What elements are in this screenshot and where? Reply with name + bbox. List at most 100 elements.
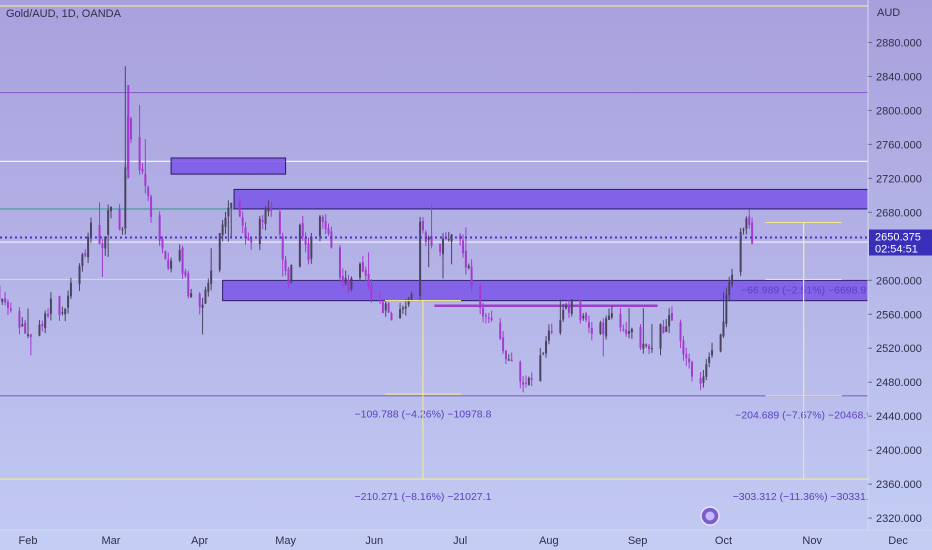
candle-body [650, 348, 653, 350]
candle-body [64, 309, 67, 315]
candle-body [622, 329, 625, 331]
candle-body [264, 209, 267, 224]
price-axis-bg [868, 0, 932, 530]
candle-body [304, 237, 307, 245]
candle-body [67, 295, 70, 308]
candle-body [278, 211, 281, 235]
candle-body [350, 278, 353, 290]
candle-body [359, 263, 361, 278]
candle-body [384, 303, 387, 311]
candle-body [1, 298, 4, 302]
candle-body [502, 337, 505, 351]
measure-label: −303.312 (−11.36%) −30331.2 [733, 491, 875, 503]
candle-body [539, 355, 542, 382]
y-tick-label: 2880.000 [876, 37, 922, 49]
y-tick-label: 2840.000 [876, 71, 922, 83]
candle-body [559, 320, 562, 333]
candle-body [708, 357, 711, 364]
candle-body [69, 282, 72, 297]
candle-body [347, 279, 350, 292]
candle-body [29, 334, 32, 337]
candle-body [21, 324, 24, 327]
candle-body [364, 269, 367, 276]
candle-body [144, 173, 147, 186]
candle-body [287, 269, 290, 285]
candle-body [462, 240, 465, 254]
candle-body [161, 238, 164, 249]
candle-body [344, 278, 347, 284]
candle-body [204, 289, 207, 304]
candle-body [98, 225, 101, 244]
candle-body [668, 314, 671, 327]
candle-body [284, 259, 287, 271]
candle-body [301, 223, 304, 237]
candle-body [24, 322, 27, 334]
candle-body [124, 167, 127, 229]
candle-body [244, 227, 247, 238]
candle-body [510, 359, 513, 362]
candle-body [670, 312, 673, 321]
candle-body [419, 221, 422, 296]
candle-body [221, 224, 224, 236]
y-tick-label: 2720.000 [876, 173, 922, 185]
candle-body [691, 362, 693, 377]
y-tick-label: 2800.000 [876, 105, 922, 117]
candle-body [327, 228, 330, 234]
candle-body [118, 209, 121, 230]
x-tick-label: May [275, 535, 296, 547]
candle-body [711, 350, 714, 356]
x-tick-label: Jul [453, 535, 467, 547]
candle-body [619, 313, 622, 328]
measurements: −109.788 (−4.26%) −10978.8−210.271 (−8.1… [355, 222, 875, 503]
candle-body [427, 237, 430, 241]
candle-body [370, 284, 373, 300]
candlesticks [0, 66, 754, 393]
candle-body [201, 304, 204, 308]
candle-body [61, 312, 64, 314]
y-tick-label: 2480.000 [876, 377, 922, 389]
candle-body [545, 341, 548, 354]
candle-body [210, 270, 213, 284]
candle-body [170, 260, 173, 269]
candle-body [41, 323, 44, 327]
candle-body [47, 313, 50, 317]
candle-body [267, 207, 270, 212]
candle-body [399, 309, 402, 319]
candle-body [625, 329, 628, 334]
candle-body [587, 322, 590, 328]
x-tick-label: Apr [191, 535, 208, 547]
price-axis-ticks: 2880.000 2840.000 2800.000 2760.000 2720.000… [868, 37, 922, 525]
candle-body [630, 328, 633, 333]
candle-body [207, 282, 210, 292]
candle-body [645, 344, 648, 346]
candle-body [464, 250, 467, 268]
candle-body [130, 118, 133, 140]
candle-body [702, 376, 705, 383]
candle-body [367, 273, 370, 288]
candle-body [679, 322, 682, 341]
candle-body [361, 262, 364, 272]
candle-body [527, 378, 530, 385]
x-tick-label: Mar [102, 535, 121, 547]
candle-body [44, 313, 47, 329]
candle-body [530, 378, 533, 380]
candle-body [567, 305, 570, 313]
candle-body [522, 381, 525, 385]
candle-body [87, 236, 90, 258]
candle-body [550, 331, 553, 333]
candle-body [390, 313, 393, 321]
candle-body [290, 265, 293, 283]
candle-body [628, 331, 631, 334]
candle-body [479, 285, 482, 308]
candle-body [238, 201, 241, 217]
candle-body [321, 217, 324, 223]
candle-body [307, 243, 310, 261]
candle-body [241, 217, 244, 226]
candle-body [58, 296, 61, 316]
candle-body [224, 217, 227, 227]
candle-body [9, 308, 12, 311]
candle-body [410, 294, 413, 300]
candle-body [150, 196, 153, 217]
